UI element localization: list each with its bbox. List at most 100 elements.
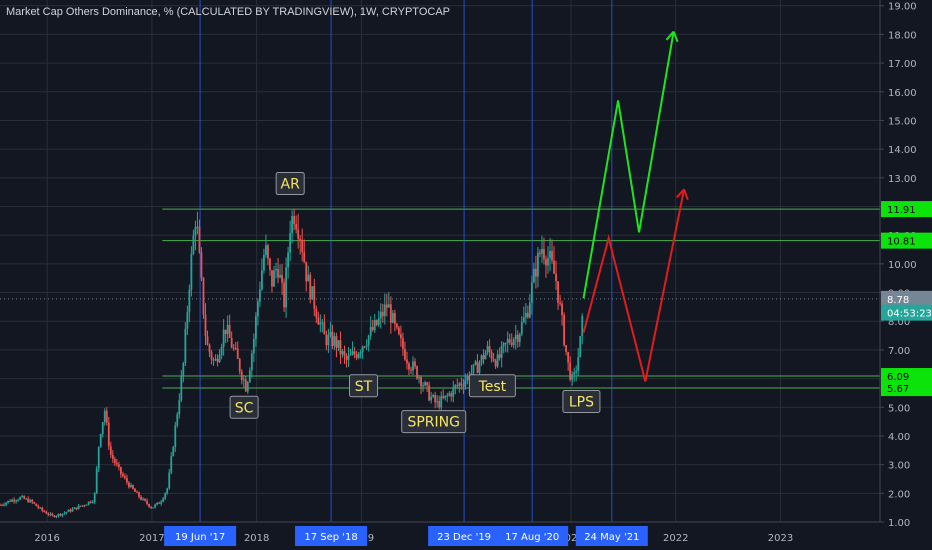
candle-body: [242, 379, 245, 381]
candle-body: [319, 322, 322, 325]
time-axis[interactable]: 201620172018201920212022202319 Jun '1717…: [0, 521, 880, 550]
candle-body: [541, 249, 543, 254]
candle-body: [174, 425, 177, 448]
candle-body: [398, 327, 400, 335]
candle-body: [47, 513, 50, 515]
price-badge: [881, 232, 932, 249]
annotation-box[interactable]: [275, 172, 305, 196]
candle-series: [0, 208, 584, 519]
candle-body: [65, 512, 68, 514]
candle-body: [494, 360, 497, 367]
candle-body: [7, 500, 9, 503]
candle-body: [164, 493, 167, 499]
candle-body: [434, 394, 437, 403]
annotation-box[interactable]: [562, 390, 601, 414]
projection-path-green[interactable]: [582, 31, 675, 299]
candle-body: [567, 352, 570, 363]
chart-grid: [0, 0, 880, 523]
candle-body: [389, 304, 392, 323]
price-axis[interactable]: 1.002.003.004.005.006.007.008.009.0010.0…: [879, 0, 932, 550]
candle-body: [406, 359, 408, 364]
candle-body: [395, 323, 398, 328]
price-badge-label: 10.81: [887, 237, 916, 248]
time-tick-label: 2016: [34, 533, 59, 544]
candle-body: [9, 500, 11, 502]
candle-body: [234, 348, 237, 350]
candle-body: [345, 355, 348, 360]
projection-path-red[interactable]: [582, 189, 686, 382]
annotation-box[interactable]: [349, 374, 379, 398]
price-tick-label: 2.00: [888, 489, 910, 500]
candle-body: [381, 311, 384, 317]
candle-body: [339, 340, 342, 355]
candle-body: [17, 499, 20, 501]
candle-body: [454, 385, 457, 388]
price-tick-label: 16.00: [888, 88, 917, 99]
price-axis-bg: [880, 0, 932, 550]
candle-body: [379, 311, 382, 319]
candle-body: [359, 352, 362, 354]
candle-body: [166, 488, 169, 494]
date-marker-badge[interactable]: [295, 526, 368, 546]
price-badge-label: 8.78: [887, 295, 909, 306]
candle-body: [258, 289, 261, 302]
date-marker-badge[interactable]: [428, 526, 501, 546]
candle-body: [194, 226, 197, 236]
candle-body: [3, 504, 5, 506]
candle-body: [537, 252, 539, 277]
candle-body: [246, 382, 249, 392]
candle-body: [321, 322, 324, 324]
candle-body: [152, 507, 155, 509]
annotation-label: ST: [355, 379, 373, 395]
candle-body: [528, 302, 531, 318]
candle-body: [111, 454, 114, 459]
candle-body: [458, 383, 461, 386]
candle-body: [105, 410, 108, 423]
candle-body: [347, 355, 350, 360]
date-marker-label: 17 Sep '18: [304, 532, 357, 543]
candle-body: [182, 362, 185, 377]
price-tick-label: 3.00: [888, 461, 910, 472]
candle-body: [426, 382, 429, 386]
candle-body: [51, 513, 54, 516]
candle-body: [178, 400, 181, 415]
candle-body: [456, 385, 459, 387]
annotation-box[interactable]: [229, 395, 259, 419]
candle-body: [198, 226, 201, 253]
candle-body: [526, 312, 529, 318]
candle-body: [502, 343, 505, 346]
candle-body: [15, 500, 18, 502]
date-marker-badge[interactable]: [575, 526, 648, 546]
date-marker-badge[interactable]: [496, 526, 569, 546]
candle-body: [156, 502, 159, 505]
candle-body: [516, 334, 519, 342]
price-tick-label: 8.00: [888, 317, 910, 328]
price-badge: [881, 380, 932, 397]
candle-body: [212, 359, 215, 361]
annotation-box[interactable]: [468, 374, 516, 398]
time-tick-label: 2022: [663, 533, 688, 544]
candle-body: [393, 313, 396, 324]
candle-body: [150, 506, 152, 508]
candle-body: [107, 422, 110, 447]
price-tick-label: 14.00: [888, 145, 917, 156]
price-badge: [881, 304, 932, 321]
candle-body: [504, 343, 507, 345]
candle-body: [563, 315, 566, 346]
candle-body: [59, 513, 62, 516]
candle-body: [311, 286, 314, 300]
candle-body: [31, 499, 34, 503]
candle-body: [581, 316, 584, 337]
candle-body: [369, 326, 372, 336]
candle-body: [496, 354, 499, 367]
candle-body: [168, 472, 171, 489]
candle-body: [154, 504, 157, 508]
candle-body: [391, 313, 394, 323]
candle-body: [383, 304, 386, 317]
date-marker-badge[interactable]: [164, 526, 237, 546]
candle-body: [408, 363, 410, 370]
annotation-box[interactable]: [401, 410, 467, 434]
candle-body: [297, 229, 300, 239]
candle-body: [518, 334, 521, 342]
